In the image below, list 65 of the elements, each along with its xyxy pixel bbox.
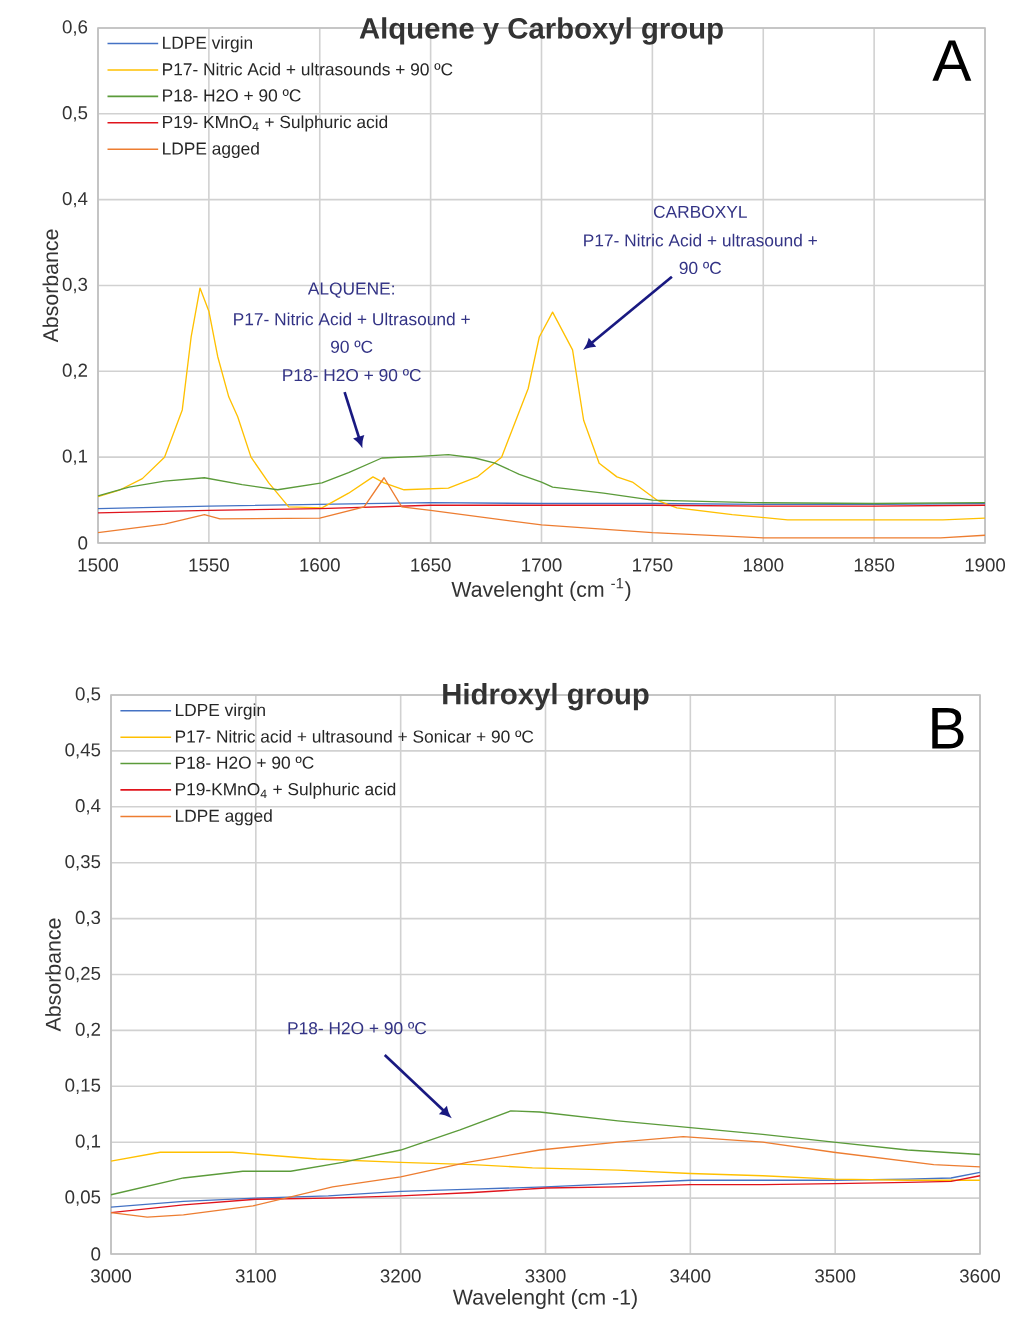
line-series — [97, 477, 986, 539]
y-tick-label: 0,15 — [65, 1078, 101, 1094]
line-series — [110, 1110, 981, 1196]
x-tick-label: 3100 — [235, 1269, 276, 1283]
annotation: P17- Nitric Acid + ultrasound + — [584, 233, 817, 247]
x-axis-title: Wavelenght (cm $^{-1}$) — [451, 578, 631, 602]
y-tick-label: 0,1 — [62, 449, 88, 465]
x-tick-label: 3200 — [380, 1269, 421, 1283]
annotation: P18- H2O + 90 ºC — [283, 368, 421, 382]
y-tick-label: 0,6 — [62, 20, 88, 36]
annotation: A — [932, 40, 972, 81]
legend-label: LDPE agged — [175, 809, 272, 826]
x-tick-label: 1650 — [411, 558, 451, 572]
x-tick-label: 3000 — [90, 1269, 132, 1283]
y-tick-label: 0,45 — [65, 743, 101, 759]
y-tick-label: 0,4 — [62, 191, 88, 208]
x-tick-label: 1500 — [78, 558, 119, 572]
y-tick-label: 0 — [78, 536, 88, 550]
legend-label: P19- KMnO$_{4}$ + Sulphuric acid — [163, 115, 388, 132]
chart-title: Hidroxyl group — [443, 682, 649, 711]
legend-label: LDPE virgin — [163, 36, 252, 53]
x-axis-title: Wavelenght (cm -1) — [452, 1289, 637, 1309]
x-tick-label: 1550 — [189, 558, 229, 572]
legend-label: P17- Nitric Acid + ultrasounds + 90 ºC — [163, 62, 453, 76]
annotation: CARBOXYL — [653, 205, 747, 218]
x-tick-label: 3500 — [815, 1269, 856, 1283]
annotation: 90 ºC — [331, 340, 373, 353]
legend-label: P19-KMnO$_{4}$ + Sulphuric acid — [175, 782, 396, 799]
x-tick-label: 3300 — [525, 1269, 566, 1283]
x-tick-label: 3400 — [670, 1269, 711, 1283]
y-tick-label: 0,25 — [65, 966, 101, 983]
annotation: P18- H2O + 90 ºC — [288, 1022, 427, 1035]
x-tick-label: 1600 — [300, 558, 340, 572]
x-tick-label: 1750 — [633, 558, 673, 572]
x-tick-label: 1850 — [854, 558, 895, 572]
y-tick-label: 0,2 — [62, 363, 88, 380]
y-tick-label: 0,5 — [62, 106, 88, 122]
y-tick-label: 0,05 — [65, 1190, 101, 1206]
y-tick-label: 0,4 — [75, 799, 101, 815]
y-tick-label: 0,1 — [75, 1134, 101, 1150]
line-series — [97, 453, 986, 505]
line-series — [110, 1151, 981, 1181]
y-tick-label: 0,5 — [75, 687, 101, 703]
y-axis-title: Absorbance — [42, 229, 59, 343]
y-tick-label: 0,3 — [75, 910, 101, 927]
y-tick-label: 0,3 — [62, 277, 88, 294]
annotation: P17- Nitric Acid + Ultrasound + — [234, 312, 470, 326]
chart-title: Alquene y Carboxyl group — [359, 17, 723, 45]
legend-label: LDPE agged — [163, 141, 259, 159]
x-tick-label: 1700 — [522, 558, 562, 572]
annotation: ALQUENE: — [307, 282, 394, 298]
x-tick-label: 1900 — [965, 558, 1006, 572]
annotation: B — [932, 708, 964, 749]
line-series — [110, 1135, 981, 1218]
x-tick-label: 1800 — [743, 558, 784, 572]
y-axis-title: Absorbance — [45, 918, 61, 1032]
x-tick-label: 3600 — [959, 1269, 1001, 1283]
legend-label: P18- H2O + 90 ºC — [163, 89, 301, 102]
y-tick-label: 0,2 — [75, 1022, 101, 1039]
y-tick-label: 0 — [91, 1247, 101, 1261]
legend-label: P17- Nitric acid + ultrasound + Sonicar + 90 ºC — [175, 729, 534, 743]
y-tick-label: 0,35 — [65, 854, 101, 871]
annotation: 90 ºC — [679, 261, 722, 275]
legend-label: P18- H2O + 90 ºC — [175, 756, 314, 769]
legend-label: LDPE virgin — [175, 703, 265, 720]
